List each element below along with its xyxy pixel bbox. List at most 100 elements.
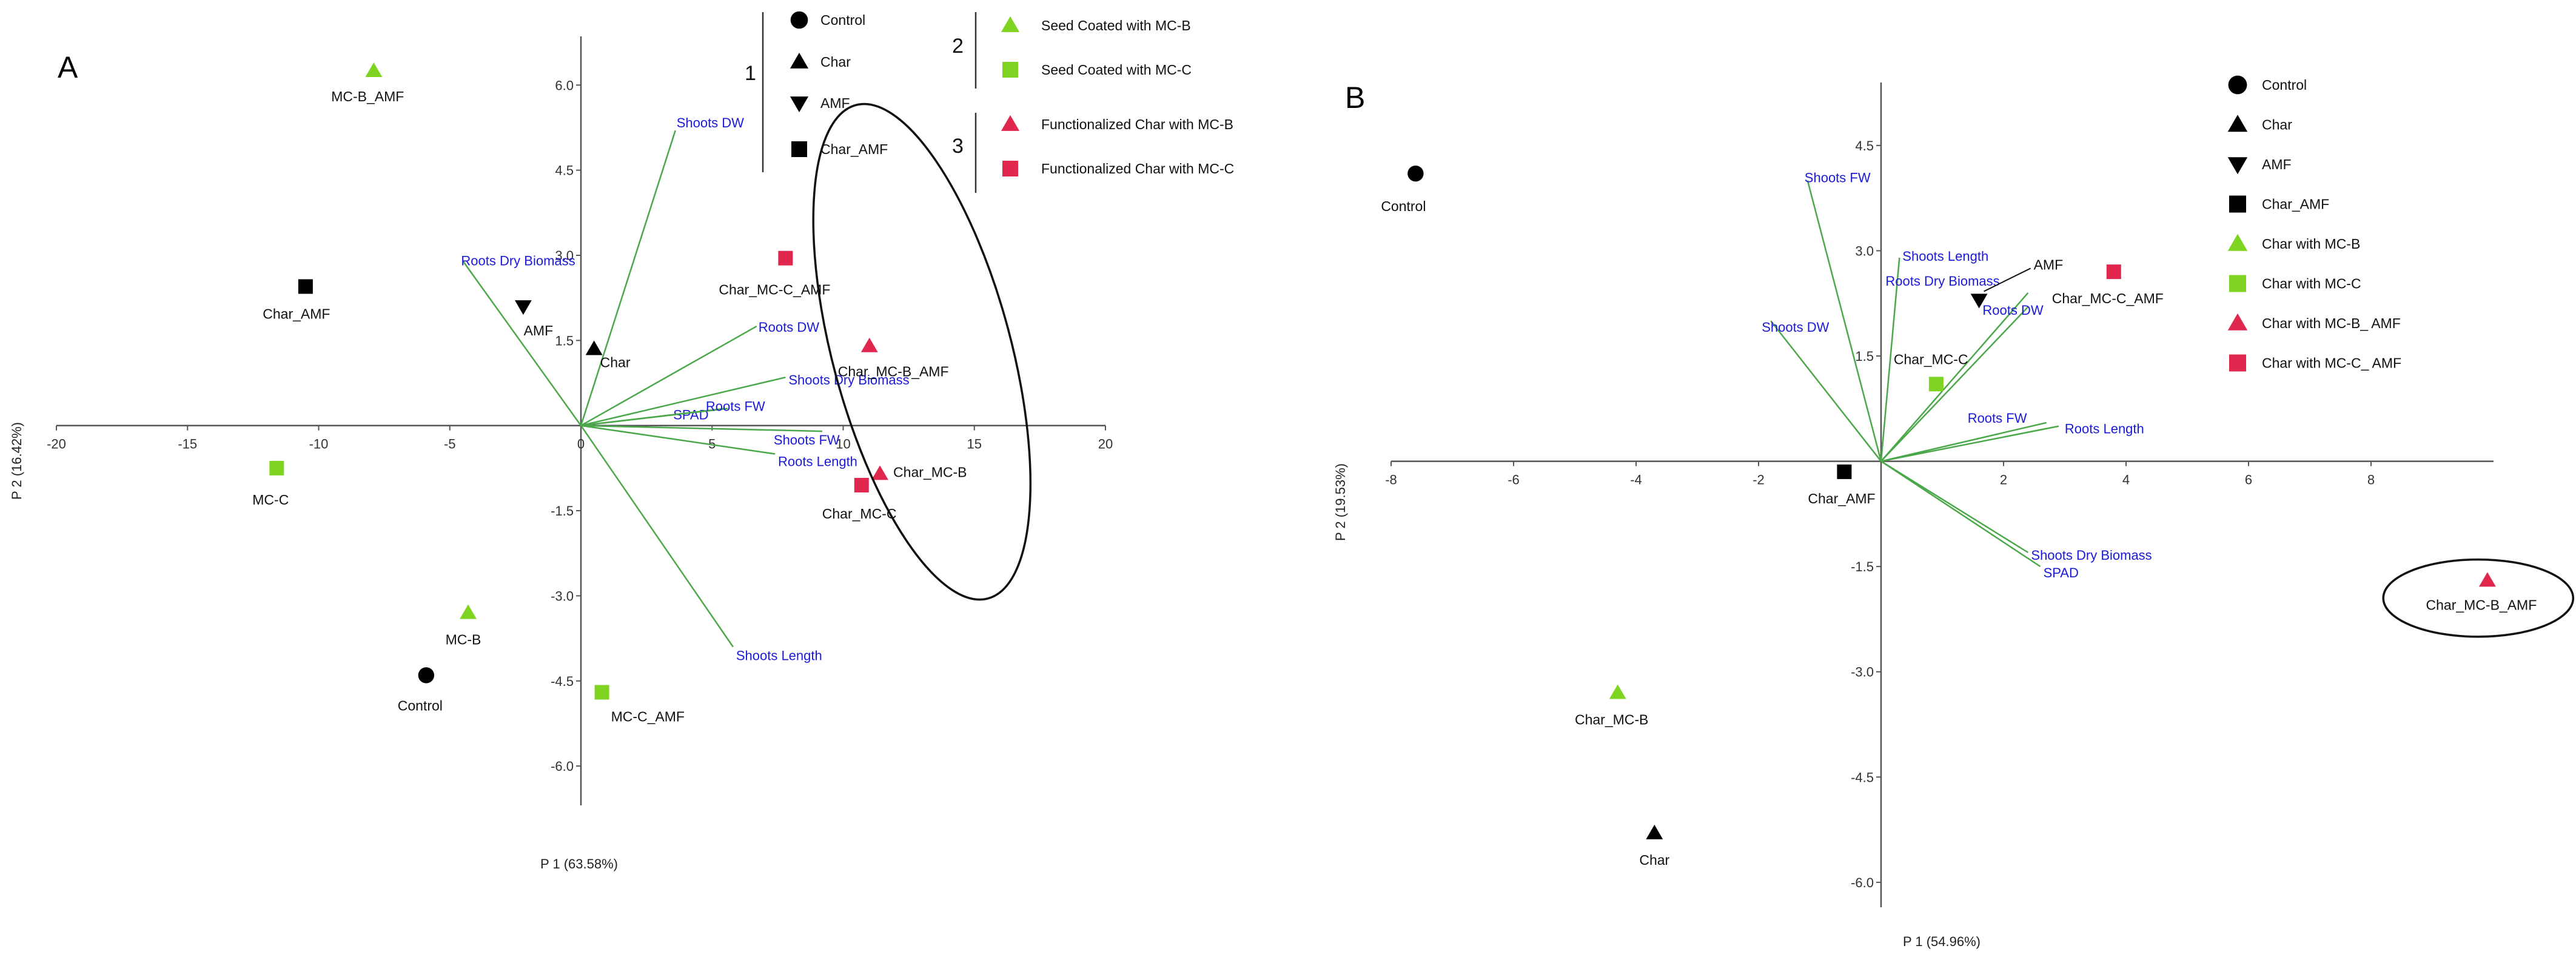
panel-a-ytick-label: -4.5: [551, 674, 574, 689]
panel-a-point-label-char-mc-b: Char_MC-B: [893, 464, 967, 480]
panel-b-loading-label-roots-dry-biomass: Roots Dry Biomass: [1885, 274, 1999, 289]
panel-a-loading-label-roots-dry-biomass: Roots Dry Biomass: [461, 253, 575, 268]
panel-a-xtick-label: 0: [577, 437, 585, 452]
panel-a-loading-shoots-fw: [580, 425, 822, 432]
panel-b-ytick-label: -4.5: [1851, 770, 1874, 785]
panel-a-point-control: [418, 667, 435, 683]
panel-a-xtick-label: 20: [1098, 437, 1113, 452]
legend-b-label-control: Control: [2262, 77, 2307, 93]
panel-a-loading-label-shoots-length: Shoots Length: [736, 648, 822, 663]
panel-a-loading-roots-fw: [580, 408, 726, 426]
panel-b-point-label-char-mc-b: Char_MC-B: [1575, 711, 1648, 727]
panel-a-ytick-label: 3.0: [555, 248, 574, 263]
legend-b-label-char-with-mc-b: Char with MC-B: [2262, 236, 2360, 252]
legend-a-marker-functionalized-char-with-mc-b: [1001, 115, 1020, 131]
panel-a-point-char-mc-b: [871, 465, 888, 480]
legend-a-label-control: Control: [820, 12, 865, 28]
panel-b-loading-shoots-fw: [1806, 180, 1882, 462]
panel-b: B P 2 (19.53%) P 1 (54.96%) -8 -6 -4 -2 2 4 6 8…: [1333, 75, 2575, 949]
panel-b-loading-label-roots-length: Roots Length: [2065, 421, 2144, 437]
legend-b-label-char-with-mc-c: Char with MC-C: [2262, 276, 2361, 292]
panel-b-point-label-control: Control: [1381, 198, 1426, 214]
panel-b-ytick-label: 4.5: [1855, 138, 1874, 153]
panel-b-point-label-char: Char: [1639, 852, 1669, 868]
legend-a-label-char-amf: Char_AMF: [820, 141, 888, 157]
legend-b-marker-char-with-mc-c: [2229, 275, 2246, 292]
legend-a-marker-char-amf: [791, 141, 807, 157]
panel-a-point-char-mc-b-amf: [860, 337, 878, 352]
panel-a-loading-label-roots-fw: Roots FW: [706, 399, 765, 414]
panel-b-loading-roots-fw: [1880, 421, 2047, 462]
panel-a-point-label-mc-c: MC-C: [252, 492, 289, 508]
legend-b-label-char: Char: [2262, 117, 2292, 133]
panel-a-highlight-ellipse: [812, 102, 1032, 601]
legend-a-marker-char: [790, 52, 809, 69]
legend-b-marker-char-with-mc-b-amf: [2227, 313, 2248, 331]
legend-a-label-char: Char: [820, 54, 851, 70]
panel-b-loading-shoots-length: [1880, 257, 1900, 462]
panel-a-point-label-char-amf: Char_AMF: [263, 306, 330, 321]
panel-b-xtick-label: -4: [1630, 472, 1642, 488]
panel-a-ytick-label: 1.5: [555, 333, 574, 348]
panel-b-loading-label-roots-fw: Roots FW: [1968, 411, 2027, 426]
panel-a-point-mc-c: [269, 460, 284, 475]
panel-a-ytick-label: -1.5: [551, 503, 574, 519]
legend-a-label-functionalized-char-with-mc-c: Functionalized Char with MC-C: [1041, 161, 1234, 176]
panel-a-ylabel: P 2 (16.42%): [9, 422, 24, 500]
panel-b-point-char: [1646, 824, 1663, 839]
panel-b-ytick-label: -3.0: [1851, 665, 1874, 680]
panel-b-label: B: [1345, 81, 1365, 115]
panel-a-loading-label-shoots-dry-biomass: Shoots Dry Biomass: [788, 372, 909, 388]
panel-b-xtick-label: -8: [1385, 472, 1397, 488]
legend-b-marker-amf: [2227, 157, 2248, 175]
panel-b-loading-roots-dw: [1880, 306, 2029, 462]
panel-a-point-label-mc-b: MC-B: [446, 632, 481, 648]
legend-b-marker-control: [2228, 75, 2247, 95]
panel-a-xtick-label: -20: [47, 437, 66, 452]
panel-a-ytick-label: 4.5: [555, 163, 574, 178]
legend-a-marker-amf: [790, 96, 809, 113]
panel-a-point-label-mc-c-amf: MC-C_AMF: [611, 709, 685, 725]
legend-a-label-functionalized-char-with-mc-b: Functionalized Char with MC-B: [1041, 116, 1233, 132]
panel-a-point-char-amf: [298, 279, 313, 294]
legend-b-marker-char: [2227, 115, 2248, 132]
legend-a-label-seed-coated-with-mc-c: Seed Coated with MC-C: [1041, 62, 1192, 78]
panel-a-point-label-char: Char: [600, 354, 631, 370]
panel-b-amf-connector: [1984, 267, 2031, 292]
panel-a-loading-shoots-dw: [580, 130, 676, 426]
panel-a-loading-roots-dry-biomass: [462, 260, 582, 426]
panel-a-loading-label-spad: SPAD: [673, 408, 708, 423]
legend-a-label-amf: AMF: [820, 95, 850, 111]
panel-b-loading-roots-dry-biomass: [1880, 292, 2029, 462]
panel-a-xtick-label: 15: [967, 437, 982, 452]
legend-b-label-char-amf: Char_AMF: [2262, 196, 2329, 212]
legend-a-marker-seed-coated-with-mc-b: [1001, 16, 1020, 32]
panel-a-point-label-char-mc-c-amf: Char_MC-C_AMF: [719, 282, 830, 298]
panel-b-loading-roots-length: [1880, 425, 2059, 462]
panel-a-point-char-mc-c-amf: [778, 250, 793, 266]
panel-b-xtick-label: -6: [1508, 472, 1520, 488]
panel-b-point-label-char-amf: Char_AMF: [1808, 491, 1875, 506]
legend-b-label-amf: AMF: [2262, 156, 2292, 172]
panel-b-loading-label-shoots-fw: Shoots FW: [1805, 170, 1871, 186]
panel-b-point-label-char-mc-c-amf: Char_MC-C_AMF: [2052, 290, 2164, 306]
panel-a: A P 2 (16.42%) P 1 (63.58%) -20 -15 -10 -5 0…: [9, 11, 1234, 871]
legend-b-label-char-with-mc-b-amf: Char with MC-B_ AMF: [2262, 315, 2401, 331]
panel-a-point-label-char-mc-b-amf: Char_MC-B_AMF: [838, 364, 949, 380]
panel-b-point-char-mc-b-amf: [2478, 572, 2496, 587]
panel-a-xtick-label: -10: [309, 437, 329, 452]
panel-b-xtick-label: 6: [2245, 472, 2252, 488]
legend-b-label-char-with-mc-c-amf: Char with MC-C_ AMF: [2262, 355, 2401, 371]
panel-a-ytick-label: -6.0: [551, 759, 574, 774]
panel-b-point-label-char-mc-c: Char_MC-C: [1894, 351, 1968, 367]
panel-a-label: A: [58, 50, 78, 84]
panel-a-loading-label-roots-dw: Roots DW: [759, 320, 819, 335]
panel-a-point-label-char-mc-c: Char_MC-C: [822, 506, 897, 522]
panel-b-ytick-label: 3.0: [1855, 243, 1874, 258]
panel-a-point-label-mc-b-amf: MC-B_AMF: [331, 89, 404, 104]
panel-b-ytick-label: -6.0: [1851, 875, 1874, 890]
panel-a-loading-shoots-dry-biomass: [580, 376, 786, 426]
panel-a-point-char: [585, 340, 603, 355]
panel-b-ylabel: P 2 (19.53%): [1333, 463, 1348, 541]
